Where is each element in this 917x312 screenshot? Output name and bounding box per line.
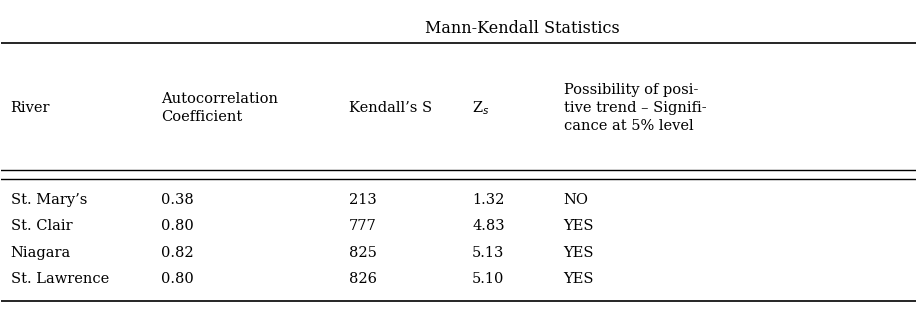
Text: Z$_s$: Z$_s$ xyxy=(472,99,490,117)
Text: Mann-Kendall Statistics: Mann-Kendall Statistics xyxy=(425,20,620,37)
Text: 825: 825 xyxy=(348,246,377,260)
Text: Possibility of posi-
tive trend – Signifi-
cance at 5% level: Possibility of posi- tive trend – Signif… xyxy=(564,83,706,134)
Text: 0.80: 0.80 xyxy=(161,219,194,233)
Text: St. Lawrence: St. Lawrence xyxy=(10,272,109,286)
Text: 1.32: 1.32 xyxy=(472,193,504,207)
Text: YES: YES xyxy=(564,246,594,260)
Text: 0.80: 0.80 xyxy=(161,272,194,286)
Text: Autocorrelation
Coefficient: Autocorrelation Coefficient xyxy=(161,92,279,124)
Text: 5.10: 5.10 xyxy=(472,272,504,286)
Text: Niagara: Niagara xyxy=(10,246,71,260)
Text: River: River xyxy=(10,101,50,115)
Text: St. Clair: St. Clair xyxy=(10,219,72,233)
Text: 0.82: 0.82 xyxy=(161,246,194,260)
Text: 213: 213 xyxy=(348,193,377,207)
Text: YES: YES xyxy=(564,272,594,286)
Text: YES: YES xyxy=(564,219,594,233)
Text: 4.83: 4.83 xyxy=(472,219,505,233)
Text: Kendall’s S: Kendall’s S xyxy=(348,101,432,115)
Text: 826: 826 xyxy=(348,272,377,286)
Text: 5.13: 5.13 xyxy=(472,246,504,260)
Text: St. Mary’s: St. Mary’s xyxy=(10,193,87,207)
Text: 0.38: 0.38 xyxy=(161,193,194,207)
Text: 777: 777 xyxy=(348,219,377,233)
Text: NO: NO xyxy=(564,193,589,207)
